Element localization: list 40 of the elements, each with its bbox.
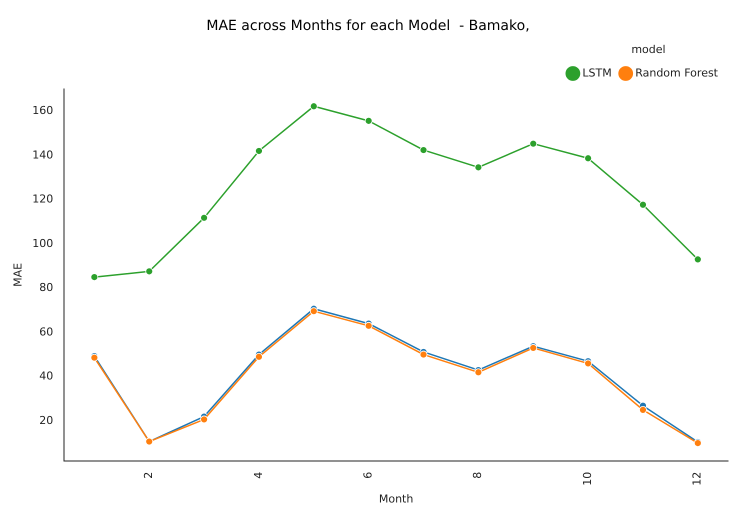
y-tick-label: 100 [32,236,54,250]
legend-label: Random Forest [635,66,719,80]
x-tick-label: 10 [580,472,594,486]
point [420,350,428,358]
chart-title: MAE across Months for each Model - Bamako, [206,18,530,34]
point [639,200,647,209]
y-axis-title: MAE [11,262,24,287]
point [364,116,373,125]
point [694,256,702,264]
point [420,146,428,154]
y-tick-label: 160 [32,104,54,117]
legend-label: LSTM [582,66,612,80]
point [255,147,263,155]
point [200,214,208,222]
point [255,352,263,361]
x-tick-label: 4 [252,472,265,479]
point [584,154,592,162]
legend-title: model [631,43,666,56]
point [145,267,154,276]
x-tick-label: 12 [690,472,704,486]
x-tick-label: 2 [142,472,156,479]
point [639,406,647,414]
y-tick-label: 60 [39,325,54,338]
point [310,307,318,316]
point [584,360,592,368]
y-tick-label: 20 [39,414,54,427]
point [310,102,318,110]
point [364,322,373,330]
y-tick-label: 80 [39,281,54,294]
y-tick-label: 40 [39,370,54,383]
point [474,163,482,172]
x-tick-label: 6 [362,472,375,479]
point [474,368,482,376]
point [90,273,98,282]
y-tick-label: 140 [32,148,54,162]
y-tick-label: 120 [32,192,54,206]
x-axis-title: Month [378,492,414,506]
x-tick-label: 8 [471,472,484,479]
point [529,140,538,148]
point [200,416,208,424]
